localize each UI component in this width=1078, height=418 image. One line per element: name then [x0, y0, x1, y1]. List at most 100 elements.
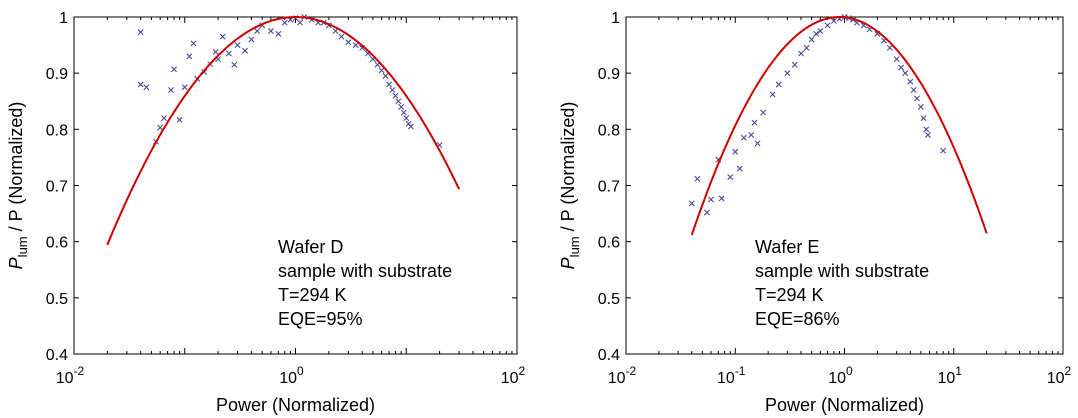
y-tick-label: 0.4 [598, 347, 620, 364]
data-point [708, 196, 715, 203]
annotation-line: sample with substrate [755, 261, 929, 281]
data-point [740, 134, 747, 141]
data-point [902, 70, 909, 77]
data-point [171, 66, 178, 73]
data-point [907, 78, 914, 85]
data-point [830, 17, 837, 24]
y-tick-label: 0.5 [598, 291, 620, 308]
y-tick-label: 0.8 [598, 122, 620, 139]
data-point [791, 61, 798, 68]
x-axis-label: Power (Normalized) [216, 395, 375, 415]
data-point [813, 30, 820, 37]
data-point [920, 115, 927, 122]
data-point [242, 47, 248, 54]
data-point [186, 53, 193, 60]
data-point [345, 39, 352, 46]
chart-panel-1: 0.4 0.5 0.6 0.7 0.8 0.9 1 10-2 100 102 Power (Norm… [6, 10, 526, 415]
data-point [137, 81, 144, 88]
data-point [382, 72, 389, 79]
data-point [732, 148, 739, 155]
x-tick-label: 10-2 [608, 364, 637, 387]
data-point [161, 115, 168, 122]
data-point [893, 56, 900, 63]
data-point [389, 87, 396, 94]
data-point [395, 98, 402, 105]
data-point [784, 70, 791, 77]
x-tick-label: 102 [501, 364, 526, 387]
data-point [751, 119, 758, 126]
x-tick-label: 100 [279, 364, 304, 387]
data-point [407, 123, 414, 130]
data-point [275, 30, 282, 37]
data-point [167, 87, 174, 94]
data-point [137, 29, 144, 36]
data-point [386, 81, 393, 88]
y-axis-label: Plum / P (Normalized) [558, 102, 582, 270]
data-point [181, 84, 188, 91]
annotation-line: EQE=86% [755, 309, 840, 329]
y-tick-label: 1 [59, 10, 68, 27]
data-point [338, 33, 345, 40]
data-point [378, 67, 385, 74]
data-point [176, 116, 183, 123]
annotation-line: Wafer D [278, 237, 343, 257]
data-point [898, 64, 905, 71]
data-point [225, 50, 232, 57]
data-point [913, 95, 920, 102]
y-tick-label: 0.5 [46, 291, 68, 308]
y-tick-label: 0.8 [46, 122, 68, 139]
data-point [234, 42, 241, 49]
annotation-line: T=294 K [755, 285, 824, 305]
annotation-line: Wafer E [755, 237, 819, 257]
data-point [760, 109, 767, 116]
y-tick-label: 0.9 [46, 66, 68, 83]
data-point [231, 61, 238, 68]
data-point [798, 50, 805, 57]
y-tick-label: 1 [611, 10, 620, 27]
chart-panel-2: 0.4 0.5 0.6 0.7 0.8 0.9 1 10-2 10-1 100 101 102 Powe… [558, 10, 1072, 415]
data-point [923, 126, 930, 133]
data-point [940, 147, 947, 154]
x-tick-label: 102 [1047, 364, 1072, 387]
x-axis-label: Power (Normalized) [765, 395, 924, 415]
annotation-line: EQE=95% [278, 309, 363, 329]
data-point [392, 92, 399, 99]
data-point [398, 103, 405, 110]
data-point [688, 200, 695, 207]
x-tick-label: 101 [938, 364, 963, 387]
y-tick-label: 0.7 [598, 179, 620, 196]
data-point [297, 19, 304, 26]
y-axis-label: Plum / P (Normalized) [6, 102, 30, 270]
data-point [143, 84, 150, 91]
data-point [212, 48, 219, 55]
y-tick-label: 0.7 [46, 179, 68, 196]
data-point [254, 28, 261, 35]
data-point [910, 87, 917, 94]
data-point [352, 42, 359, 49]
data-point [400, 109, 407, 116]
annotation-line: sample with substrate [278, 261, 452, 281]
data-point [248, 36, 255, 43]
data-point [817, 28, 824, 35]
data-point [808, 36, 815, 43]
x-tick-label: 100 [828, 364, 853, 387]
y-tick-label: 0.6 [46, 235, 68, 252]
data-point [824, 22, 831, 29]
data-point [157, 124, 164, 131]
y-tick-label: 0.9 [598, 66, 620, 83]
data-point [748, 131, 755, 138]
data-point [769, 91, 776, 98]
data-point [718, 195, 725, 202]
x-tick-label: 10-2 [56, 364, 85, 387]
x-tick-label: 10-1 [717, 364, 746, 387]
plot-frame [625, 16, 1064, 355]
data-point [403, 115, 410, 122]
data-point [267, 28, 274, 35]
data-point [917, 103, 924, 110]
data-point [736, 165, 743, 172]
data-point [886, 44, 893, 51]
data-point [803, 44, 810, 51]
fit-curve [690, 16, 988, 236]
data-point [281, 19, 288, 26]
